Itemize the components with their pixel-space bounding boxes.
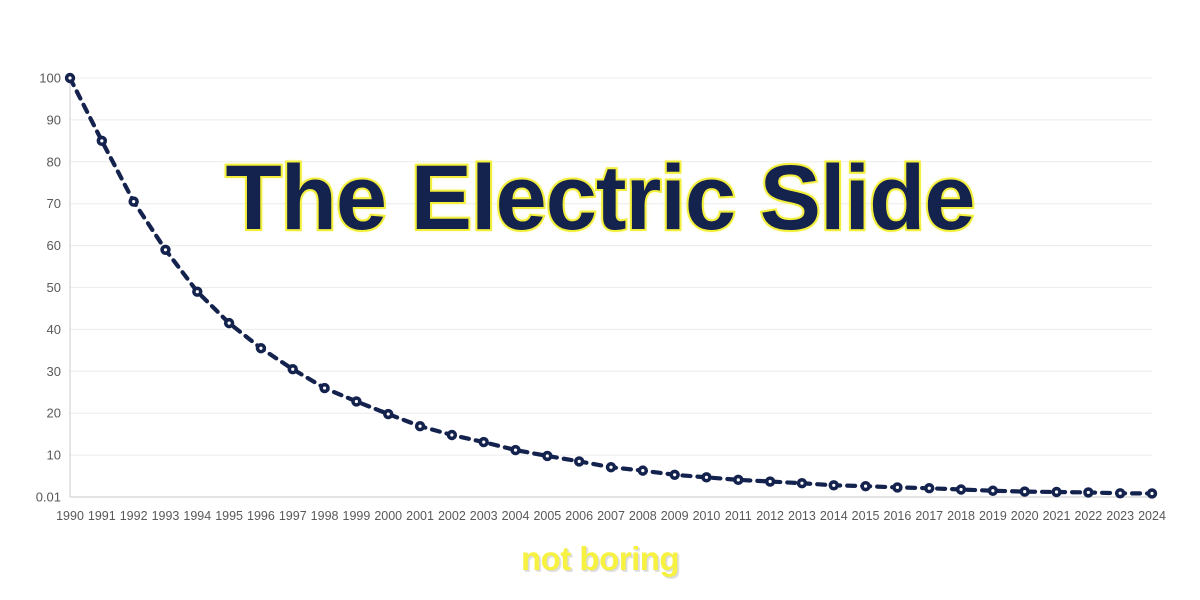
gridlines (70, 77, 1152, 498)
x-axis-tick-label: 2008 (629, 509, 657, 523)
data-point-marker-center (418, 424, 422, 428)
y-axis-tick-label: 100 (39, 71, 61, 86)
x-axis-tick-label: 1993 (152, 509, 180, 523)
series-line (67, 75, 1155, 496)
x-axis-tick-label: 1998 (311, 509, 339, 523)
x-axis-tick-label: 2015 (852, 509, 880, 523)
x-axis-tick-label: 2019 (979, 509, 1007, 523)
brand-wordmark: not boring (520, 540, 680, 577)
data-point-marker-center (927, 486, 931, 490)
x-axis-tick-label: 2014 (820, 509, 848, 523)
data-point-marker-center (704, 475, 709, 479)
data-point-marker-center (100, 139, 104, 143)
y-axis-tick-label: 60 (47, 238, 61, 253)
y-axis-tick-label: 20 (47, 406, 61, 421)
data-point-marker-center (322, 386, 327, 390)
x-axis-tick-label: 1996 (247, 509, 275, 523)
data-point-marker-center (291, 367, 295, 371)
data-point-marker-center (163, 248, 168, 252)
x-axis-tick-label: 1997 (279, 509, 307, 523)
data-point-marker-center (832, 483, 836, 487)
x-axis-tick-label: 2018 (947, 509, 975, 523)
x-axis-tick-label: 2001 (406, 509, 434, 523)
data-point-marker-center (800, 481, 804, 485)
x-axis-tick-label: 1995 (215, 509, 243, 523)
x-axis-tick-label: 2000 (374, 509, 402, 523)
axis-lines (69, 78, 1152, 498)
data-point-marker-center (482, 440, 486, 444)
x-axis-tick-label: 2004 (502, 509, 530, 523)
data-point-marker-center (386, 412, 390, 416)
data-point-marker-center (195, 290, 199, 294)
data-point-marker-center (545, 454, 549, 458)
data-point-marker-center (450, 433, 454, 437)
data-point-marker-center (513, 448, 518, 452)
x-axis-tick-labels: 1990 1991 1992 1993 1994 1995 1996 1997 1998 1999… (56, 509, 1166, 523)
data-point-marker-center (736, 478, 740, 482)
y-axis-tick-label: 70 (47, 196, 61, 211)
x-axis-tick-label: 1999 (343, 509, 371, 523)
data-point-marker-center (641, 469, 645, 473)
x-axis-tick-label: 2007 (597, 509, 625, 523)
x-axis-tick-label: 2010 (693, 509, 721, 523)
data-point-marker-center (895, 485, 900, 489)
x-axis-tick-label: 2020 (1011, 509, 1039, 523)
series-markers (64, 72, 1158, 499)
y-axis-tick-label: 30 (47, 364, 61, 379)
x-axis-tick-label: 1994 (183, 509, 211, 523)
data-point-marker-center (68, 76, 72, 80)
data-point-marker-center (354, 399, 359, 404)
x-axis-tick-label: 2013 (788, 509, 816, 523)
series-line-path (67, 75, 1155, 496)
y-axis-tick-label: 90 (47, 112, 61, 127)
data-point-marker-center (259, 346, 263, 350)
x-axis-tick-label: 2011 (725, 509, 752, 523)
x-axis-tick-label: 1992 (120, 509, 148, 523)
data-point-marker-center (863, 484, 868, 488)
x-axis-tick-label: 2005 (533, 509, 561, 523)
x-axis-tick-label: 2016 (884, 509, 912, 523)
x-axis-tick-label: 2006 (565, 509, 593, 523)
data-point-marker-center (991, 489, 995, 493)
data-point-marker-center (768, 479, 772, 484)
y-axis-tick-label: 80 (47, 154, 61, 169)
x-axis-tick-label: 2012 (756, 509, 784, 523)
x-axis-tick-label: 2003 (470, 509, 498, 523)
x-axis-tick-label: 2002 (438, 509, 466, 523)
y-axis-tick-label: 0.01 (36, 490, 61, 505)
y-axis-tick-label: 50 (47, 280, 61, 295)
data-point-marker-center (132, 200, 136, 204)
y-axis-tick-label: 10 (47, 448, 61, 463)
data-point-marker-center (959, 487, 963, 492)
data-point-marker-center (1118, 491, 1122, 495)
data-point-marker-center (673, 473, 677, 477)
data-point-marker-center (1150, 491, 1154, 496)
data-point-marker-center (577, 459, 581, 463)
y-axis-tick-labels: 100 90 80 70 60 50 40 30 20 10 0.01 (36, 71, 61, 505)
x-axis-tick-label: 1991 (88, 509, 116, 523)
data-point-marker-center (1086, 490, 1090, 495)
data-point-marker-center (227, 321, 231, 325)
x-axis-tick-label: 2023 (1106, 509, 1134, 523)
x-axis-tick-label: 2022 (1074, 509, 1102, 523)
x-axis-tick-label: 1990 (56, 509, 84, 523)
x-axis-tick-label: 2021 (1043, 509, 1071, 523)
data-point-marker-center (1054, 490, 1059, 494)
data-point-marker-center (1023, 489, 1027, 494)
y-axis-tick-label: 40 (47, 322, 61, 337)
x-axis-tick-label: 2009 (661, 509, 689, 523)
x-axis-tick-label: 2024 (1138, 509, 1166, 523)
x-axis-tick-label: 2017 (915, 509, 943, 523)
data-point-marker-center (609, 465, 613, 469)
